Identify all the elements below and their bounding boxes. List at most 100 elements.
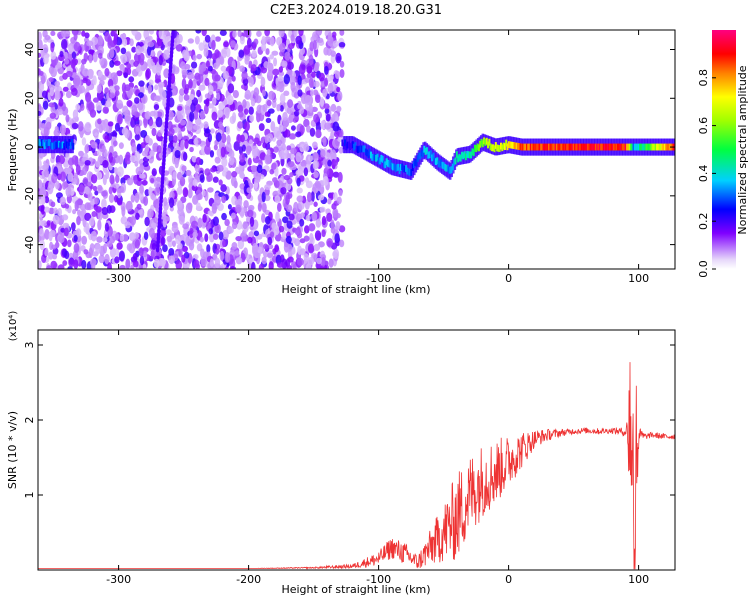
track-cell <box>431 154 434 162</box>
track-cell <box>574 143 577 151</box>
track-cell <box>479 140 482 148</box>
noise-speck <box>151 194 157 201</box>
noise-speck <box>188 79 193 89</box>
noise-speck <box>73 31 78 41</box>
track-cell <box>405 165 408 172</box>
noise-speck <box>59 196 66 206</box>
track-cell <box>609 143 612 151</box>
track-cell <box>571 143 574 151</box>
noise-speck <box>290 125 296 131</box>
noise-speck <box>251 50 257 58</box>
track-cell <box>65 141 68 149</box>
noise-speck <box>205 60 210 68</box>
track-cell <box>47 139 50 146</box>
track-cell <box>48 139 51 147</box>
track-cell <box>64 139 67 147</box>
noise-speck <box>176 186 183 195</box>
noise-speck <box>304 209 309 215</box>
track-cell <box>627 143 630 151</box>
track-cell <box>68 139 71 146</box>
noise-speck <box>321 215 327 226</box>
noise-speck <box>219 30 227 37</box>
noise-speck <box>220 65 227 72</box>
noise-speck <box>200 248 205 258</box>
noise-speck <box>204 34 211 43</box>
noise-speck <box>294 229 300 235</box>
noise-speck <box>78 150 84 157</box>
track-cell <box>480 138 483 146</box>
track-cell <box>345 143 348 151</box>
noise-speck <box>139 255 145 266</box>
track-cell <box>516 142 519 150</box>
noise-speck <box>312 160 318 170</box>
noise-speck <box>229 150 235 159</box>
noise-speck <box>82 166 88 176</box>
noise-speck <box>72 109 79 120</box>
track-cell <box>368 148 371 156</box>
track-cell <box>69 142 72 149</box>
noise-speck <box>58 234 65 244</box>
noise-speck <box>168 128 175 136</box>
noise-speck <box>107 38 113 49</box>
noise-speck <box>286 145 292 151</box>
noise-speck <box>207 65 213 72</box>
noise-speck <box>113 85 120 92</box>
track-cell <box>357 146 359 154</box>
noise-speck <box>239 35 245 45</box>
noise-speck <box>104 67 110 77</box>
noise-speck <box>193 110 199 120</box>
noise-speck <box>134 192 140 204</box>
noise-speck <box>262 103 268 113</box>
noise-speck <box>247 236 253 244</box>
noise-speck <box>264 154 271 165</box>
noise-speck <box>310 71 316 78</box>
noise-speck <box>271 50 279 56</box>
noise-speck <box>278 30 285 38</box>
track-cell <box>636 143 639 151</box>
noise-speck <box>218 93 225 102</box>
noise-speck <box>227 204 232 210</box>
noise-speck <box>180 196 187 204</box>
track-cell <box>606 143 609 151</box>
track-cell <box>613 143 616 151</box>
noise-speck <box>184 84 190 92</box>
track-cell <box>519 143 522 151</box>
noise-speck <box>116 187 123 194</box>
noise-speck <box>78 85 86 94</box>
noise-speck <box>333 159 339 166</box>
track-cell <box>416 155 419 162</box>
noise-speck <box>58 98 64 107</box>
track-cell <box>476 143 479 151</box>
noise-speck <box>181 254 186 263</box>
noise-speck <box>41 90 48 99</box>
noise-speck <box>95 243 101 254</box>
noise-speck <box>96 236 103 243</box>
noise-speck <box>156 111 163 118</box>
noise-speck <box>38 103 42 109</box>
noise-speck <box>279 93 286 104</box>
x-tick-label: 0 <box>505 272 512 285</box>
noise-speck <box>113 35 118 46</box>
noise-speck <box>91 211 98 218</box>
noise-speck <box>62 260 68 266</box>
noise-speck <box>281 230 286 240</box>
track-cell <box>497 144 500 152</box>
noise-speck <box>261 213 266 224</box>
track-cell <box>344 139 346 147</box>
y-tick-label: 40 <box>23 43 36 57</box>
noise-speck <box>153 95 161 102</box>
track-cell <box>550 143 553 151</box>
noise-speck <box>294 238 301 247</box>
noise-speck <box>282 111 288 122</box>
noise-speck <box>204 128 211 134</box>
noise-speck <box>214 195 221 206</box>
bottom-y-ticks: 1 2 3 <box>23 342 675 499</box>
track-cell <box>370 151 372 159</box>
noise-speck <box>333 192 338 201</box>
colorbar-gradient <box>712 30 736 269</box>
noise-speck <box>65 186 72 197</box>
noise-speck <box>247 204 255 211</box>
track-cell <box>626 143 629 151</box>
track-cell <box>598 143 601 151</box>
noise-speck <box>332 138 340 150</box>
